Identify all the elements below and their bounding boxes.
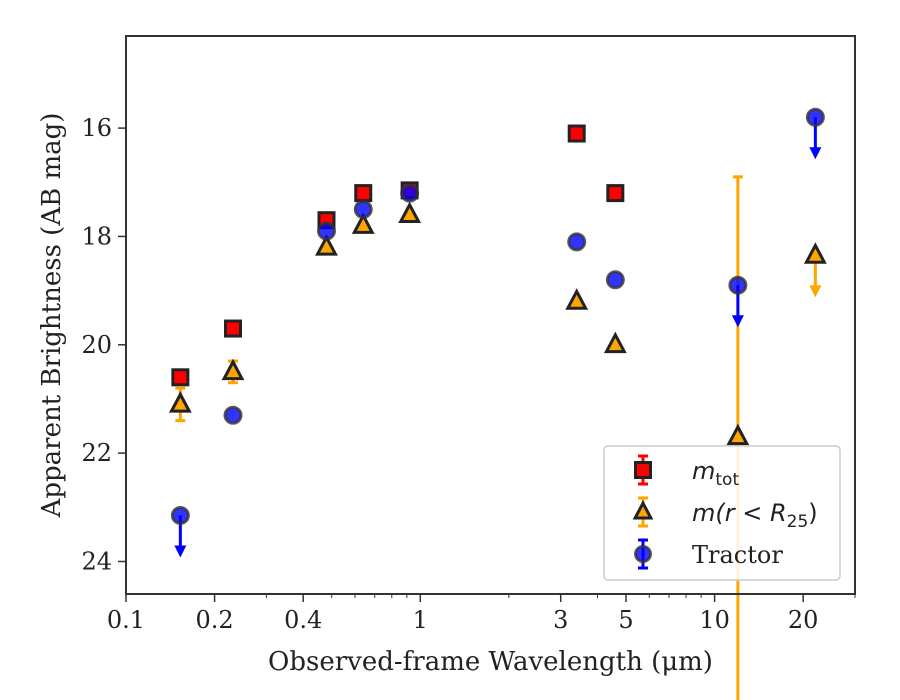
legend-box: [603, 445, 841, 581]
x-tick-label: 1: [413, 606, 428, 634]
y-tick-label: 18: [81, 222, 112, 250]
series-0: [171, 124, 625, 387]
data-point: [170, 505, 190, 525]
data-point: [353, 199, 373, 219]
series-2: [170, 107, 825, 558]
data-point: [606, 184, 625, 203]
data-point: [567, 232, 587, 252]
data-point: [565, 288, 589, 310]
x-tick-label: 0.1: [107, 606, 145, 634]
legend: mtot m(r < R25) Tractor: [603, 445, 841, 581]
data-point: [803, 242, 827, 264]
data-marks: [168, 107, 827, 700]
x-tick-label: 0.2: [196, 606, 234, 634]
y-tick-label: 20: [81, 331, 112, 359]
legend-label: m(r < R25): [692, 499, 818, 532]
x-tick-label: 10: [699, 606, 730, 634]
legend-entry: m(r < R25): [632, 496, 818, 532]
data-point: [603, 331, 627, 354]
data-point: [398, 201, 422, 224]
legend-label: mtot: [692, 457, 739, 490]
y-tick-label: 16: [81, 114, 112, 142]
y-tick-label: 24: [81, 547, 112, 575]
data-point: [171, 368, 190, 387]
data-point: [567, 124, 586, 143]
data-point: [221, 358, 245, 381]
upper-limit-arrow-head: [731, 315, 744, 328]
legend-entry: mtot: [634, 454, 739, 490]
upper-limit-arrow-head: [174, 545, 187, 558]
data-point: [400, 183, 420, 203]
legend-label: Tractor: [692, 541, 783, 569]
x-axis-label: Observed-frame Wavelength (μm): [268, 647, 713, 677]
data-point: [354, 184, 373, 203]
y-tick-label: 22: [81, 439, 112, 467]
data-point: [726, 423, 750, 446]
x-tick-label: 3: [553, 606, 568, 634]
upper-limit-arrow-head: [809, 285, 822, 298]
axes: 0.1 0.2 0.4 1 3 5 10 20 16 18 20 22 24: [81, 114, 856, 634]
x-tick-label: 0.4: [284, 606, 322, 634]
y-axis-label: Apparent Brightness (AB mag): [37, 113, 67, 519]
x-tick-label: 5: [618, 606, 633, 634]
data-point: [805, 107, 825, 127]
legend-marker: [632, 499, 654, 520]
data-point: [168, 391, 192, 413]
plot-frame: [125, 35, 856, 595]
data-point: [728, 275, 748, 295]
x-tick-label: 20: [788, 606, 819, 634]
series-1: [168, 175, 827, 700]
legend-entry: Tractor: [634, 538, 783, 570]
upper-limit-arrow-head: [809, 147, 822, 160]
legend-marker: [634, 461, 652, 479]
data-point: [315, 234, 338, 256]
data-point: [316, 221, 336, 241]
legend-marker: [634, 545, 652, 563]
data-point: [605, 270, 625, 290]
data-point: [223, 405, 243, 425]
data-point: [351, 212, 375, 234]
data-point: [224, 319, 243, 338]
